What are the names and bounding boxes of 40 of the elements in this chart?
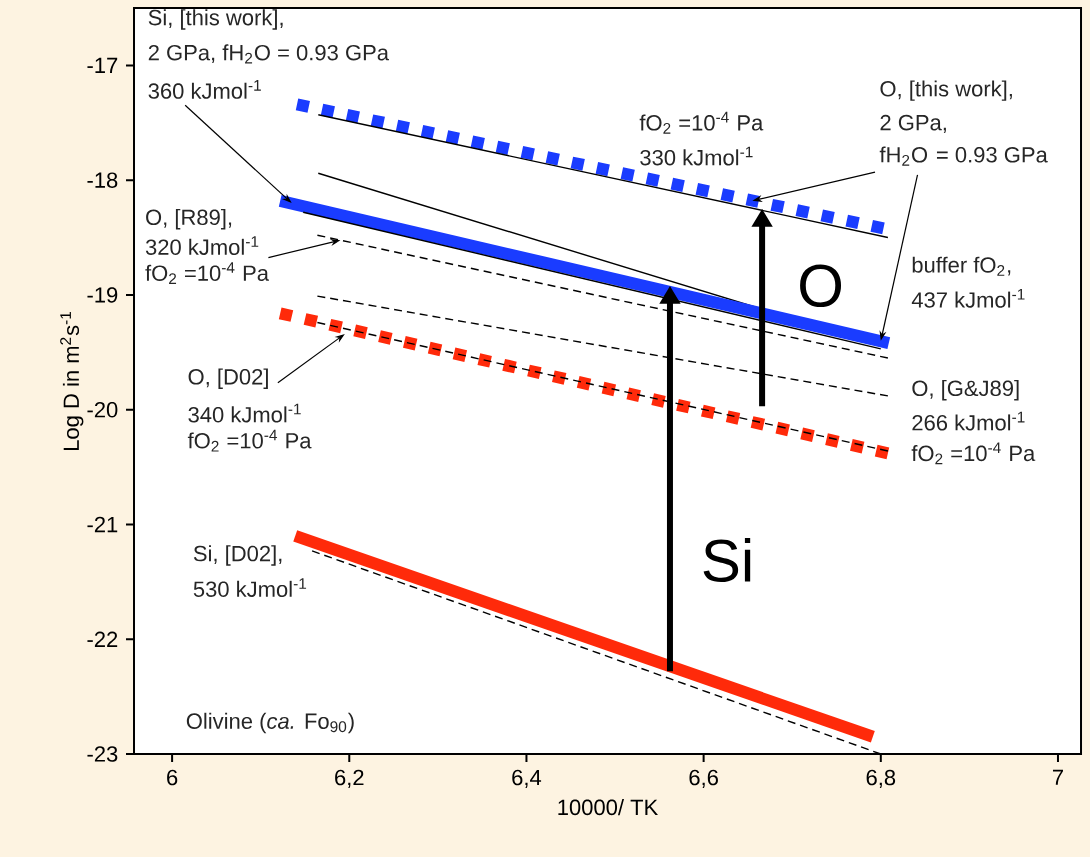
annotation: Si, [this work], [148,9,283,30]
annotation: 2 GPa, [880,114,946,134]
annotation: O, [this work], [880,80,1012,101]
x-axis-title: 10000/ TK [558,798,658,816]
annotation: fO$_{2}$ =10$^{-4}$ Pa [639,111,764,134]
annotation: 266 kJmol$^{-1}$ [912,411,1025,431]
x-tick-label: 7 [1052,769,1063,785]
annotation: O [800,264,842,307]
annotation: 340 kJmol$^{-1}$ [188,403,301,423]
x-tick-label: 6,8 [866,769,896,788]
annotation: 437 kJmol$^{-1}$ [911,288,1025,308]
annotation: Si [703,538,751,583]
y-tick-label: -22 [87,631,118,647]
annotation: O, [R89], [146,208,232,230]
annotation: fH$_{2}$O [879,146,928,166]
annotation: 2 GPa, fH$_{2}$O = 0.93 GPa [148,44,389,64]
x-tick-label: 6,4 [512,769,542,788]
annotation: 360 kJmol$^{-1}$ [148,80,261,99]
annotation: fO$_{2}$ =10$^{-4}$ Pa [145,262,269,285]
y-tick-label: -19 [87,287,118,303]
annotation: 320 kJmol$^{-1}$ [145,236,259,255]
annotation: O, [D02] [188,368,268,389]
annotation: = 0.93 GPa [936,147,1048,163]
annotation: 330 kJmol$^{-1}$ [640,146,753,166]
y-tick-label: -20 [87,401,118,418]
annotation: fO$_{2}$ =10$^{-4}$ Pa [911,442,1036,465]
x-tick-label: 6,2 [335,769,364,788]
x-tick-label: 6 [167,769,178,786]
annotation: buffer fO$_{2}$, [912,256,1011,276]
y-tick-label: -17 [87,57,118,73]
annotation: fO$_{2}$ =10$^{-4}$ Pa [187,429,312,452]
annotation: Si, [D02], [193,545,282,566]
y-axis-title: Log D in m$^{2}$s$^{-1}$ [60,311,84,450]
y-tick-label: -18 [87,172,118,188]
y-tick-label: -21 [87,516,118,533]
y-tick-label: -23 [87,746,118,762]
annotation: Olivine (ca. Fo$_{90}$) [186,712,354,734]
x-tick-label: 6,6 [689,769,718,788]
annotation: O, [G&J89] [912,379,1019,401]
annotation: 530 kJmol$^{-1}$ [193,578,307,597]
